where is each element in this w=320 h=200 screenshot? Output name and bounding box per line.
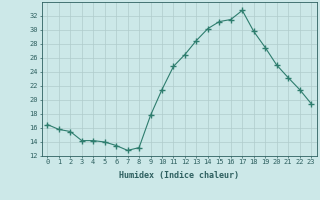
- X-axis label: Humidex (Indice chaleur): Humidex (Indice chaleur): [119, 171, 239, 180]
